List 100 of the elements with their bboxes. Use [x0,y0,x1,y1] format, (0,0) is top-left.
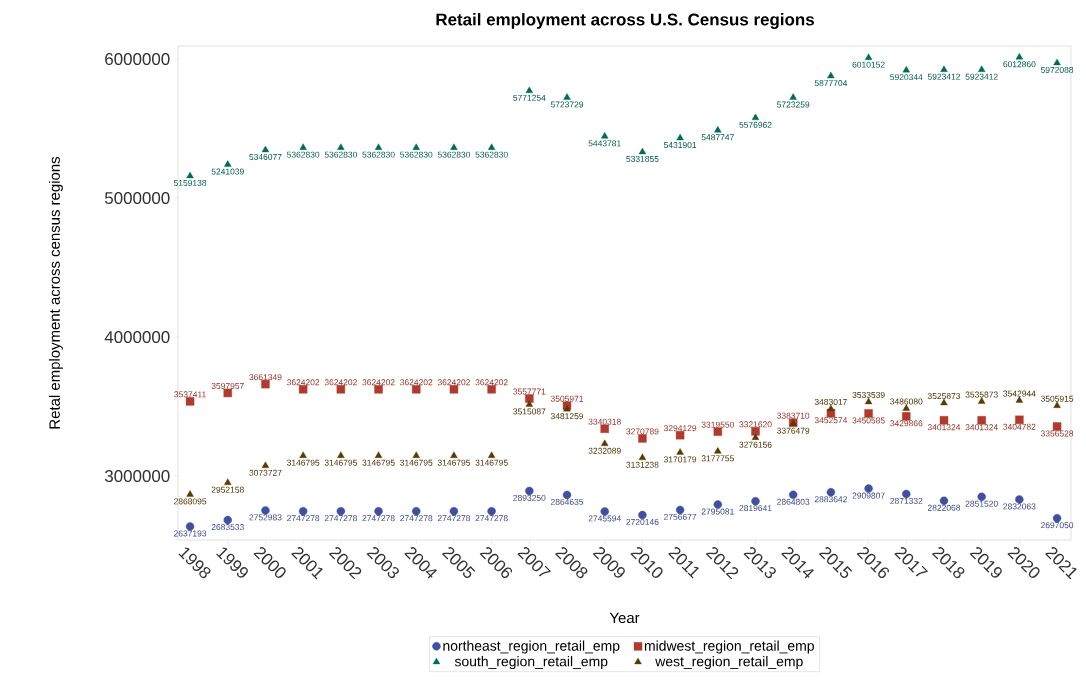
data-label: 3450585 [852,417,885,424]
data-label: 5331855 [626,155,659,162]
legend-label: west_region_retail_emp [655,656,803,670]
data-label: 5443781 [588,140,621,147]
data-label: 3525873 [927,392,961,399]
data-label: 5159138 [173,179,207,186]
data-label: 5723729 [550,101,584,108]
data-label: 3232089 [588,447,621,454]
y-tick-label: 4000000 [104,331,170,344]
data-label: 5877704 [814,80,848,87]
data-label: 5920344 [890,74,923,81]
data-label: 3515087 [513,408,546,415]
data-label: 3146795 [437,459,471,466]
data-label: 2883642 [814,496,847,503]
data-label: 3131238 [626,461,659,468]
data-label: 5241039 [211,168,244,175]
data-label: 2745594 [588,515,621,522]
data-label: 3319550 [701,421,734,428]
data-label: 2756677 [664,513,697,520]
data-label: 5362830 [400,151,433,158]
data-label: 5362830 [287,151,320,158]
data-label: 2952158 [211,486,244,493]
data-label: 2637193 [174,530,207,537]
data-label: 2819641 [739,505,772,512]
data-label: 3270789 [626,428,659,435]
data-label: 3624202 [437,379,470,386]
data-label: 3661349 [249,374,282,381]
data-label: 3624202 [324,379,357,386]
data-label: 3294129 [663,425,697,432]
data-label: 3624202 [362,379,395,386]
legend-label: midwest_region_retail_emp [644,640,814,654]
data-label: 3505971 [550,395,584,402]
data-label: 2832063 [1003,503,1036,510]
chart-title: Retail employment across U.S. Census regions [436,13,814,29]
data-label: 3535873 [965,391,998,398]
data-label: 3376479 [777,427,810,434]
data-label: 5972088 [1040,66,1074,73]
data-label: 2893250 [513,494,546,501]
data-label: 2864803 [777,498,810,505]
data-label: 3146795 [362,459,395,466]
data-label: 3401324 [965,424,998,431]
data-label: 2864635 [550,498,584,505]
data-label: 3276156 [739,441,772,448]
data-label: 2747278 [400,515,433,522]
data-label: 3383710 [777,412,810,419]
data-label: 2697050 [1041,522,1074,529]
data-label: 3486080 [890,398,923,405]
data-label: 2752983 [249,514,282,521]
data-label: 3146795 [475,459,508,466]
data-label: 5362830 [475,151,508,158]
data-label: 2795081 [701,508,734,515]
data-label: 3597957 [211,382,244,389]
y-axis-title: Retal employment across census regions [48,156,63,429]
data-label: 5923412 [965,73,998,80]
data-label: 2871332 [890,497,923,504]
data-label: 2683533 [211,524,244,531]
data-label: 5487747 [701,134,734,141]
data-label: 3404782 [1003,423,1036,430]
data-label: 5362830 [324,151,357,158]
data-label: 3533539 [852,391,885,398]
data-label: 3483017 [814,398,847,405]
data-label: 2851520 [965,500,998,507]
data-label: 5771254 [513,94,546,101]
data-label: 3429866 [890,420,923,427]
data-label: 3624202 [475,379,508,386]
data-label: 2909807 [852,492,885,499]
legend-label: northeast_region_retail_emp [443,640,620,654]
y-tick-label: 6000000 [105,53,170,66]
data-label: 3177755 [701,455,734,462]
data-label: 2720146 [626,518,659,525]
data-label: 3557771 [513,388,546,395]
legend-label: south_region_retail_emp [454,656,608,670]
data-label: 3401324 [927,424,961,431]
data-label: 2747278 [287,515,320,522]
data-label: 2747278 [437,515,471,522]
data-label: 3146795 [287,459,320,466]
data-label: 2747278 [362,515,395,522]
data-label: 5362830 [437,151,471,158]
data-label: 3170179 [663,456,697,463]
data-label: 3073727 [249,469,282,476]
data-label: 3356528 [1040,430,1074,437]
data-label: 3481259 [550,413,584,420]
data-label: 3505915 [1040,395,1074,402]
data-label: 2822068 [927,504,961,511]
data-label: 3340318 [588,418,621,425]
data-label: 5362830 [362,151,395,158]
x-axis-title: Year [609,612,640,624]
y-tick-label: 5000000 [104,192,170,205]
data-label: 3542944 [1003,390,1036,397]
data-label: 2868095 [174,498,207,505]
data-label: 3321620 [739,421,772,428]
data-label: 6012860 [1003,61,1036,68]
data-label: 5346077 [249,153,282,160]
data-label: 3624202 [287,379,320,386]
data-label: 3537411 [174,391,206,398]
data-label: 2747278 [324,515,357,522]
data-label: 5576962 [739,121,772,128]
data-label: 5723259 [777,101,810,108]
data-label: 3452574 [814,417,848,424]
data-label: 5431901 [663,142,697,149]
